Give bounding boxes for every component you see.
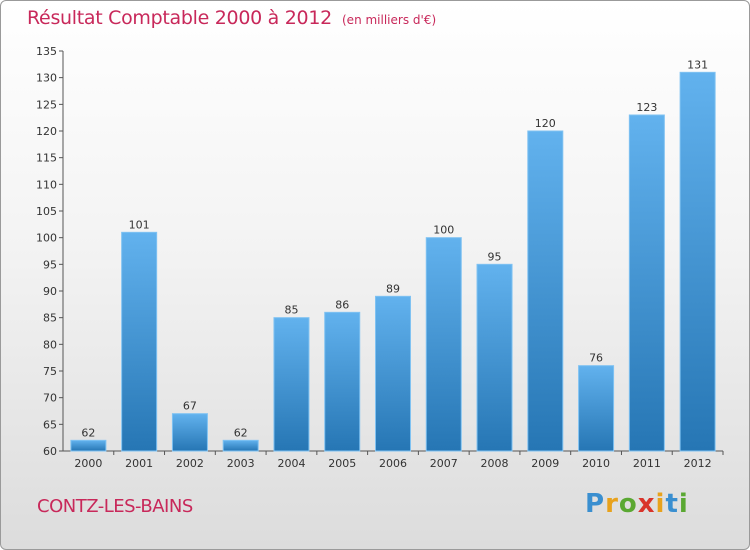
y-tick-label: 130 bbox=[36, 72, 57, 85]
data-label-2012: 131 bbox=[687, 58, 708, 71]
y-tick-label: 80 bbox=[43, 338, 57, 351]
data-label-2002: 67 bbox=[183, 400, 197, 413]
x-tick-label: 2011 bbox=[633, 457, 661, 470]
chart-subtitle: (en milliers d'€) bbox=[342, 13, 437, 27]
bar-2005 bbox=[324, 311, 361, 452]
y-tick-label: 125 bbox=[36, 98, 57, 111]
data-label-2010: 76 bbox=[589, 352, 603, 365]
data-label-2009: 120 bbox=[535, 117, 556, 130]
proxiti-logo[interactable]: Proxiti bbox=[585, 489, 689, 519]
bar-2007 bbox=[425, 237, 462, 452]
y-tick-label: 105 bbox=[36, 205, 57, 218]
x-tick-label: 2006 bbox=[379, 457, 407, 470]
y-tick-label: 110 bbox=[36, 178, 57, 191]
x-tick-label: 2009 bbox=[531, 457, 559, 470]
y-tick-label: 120 bbox=[36, 125, 57, 138]
logo-letter: r bbox=[605, 489, 619, 519]
data-label-2004: 85 bbox=[284, 304, 298, 317]
y-tick-label: 70 bbox=[43, 392, 57, 405]
y-axis: 60 65 70 75 80 85 90 95 100 105 110 115 120 125 130 135 bbox=[36, 45, 64, 458]
data-label-2001: 101 bbox=[129, 218, 150, 231]
x-tick-label: 2012 bbox=[684, 457, 712, 470]
bar-2006 bbox=[375, 295, 411, 452]
logo-letter: P bbox=[585, 489, 606, 519]
data-label-2003: 62 bbox=[234, 426, 248, 439]
y-tick-label: 90 bbox=[43, 285, 57, 298]
bar-2001 bbox=[121, 231, 158, 452]
place-name: CONTZ-LES-BAINS bbox=[37, 496, 193, 517]
x-tick-label: 2001 bbox=[125, 457, 153, 470]
bars-group bbox=[70, 71, 716, 452]
x-tick-label: 2010 bbox=[582, 457, 610, 470]
x-tick-label: 2002 bbox=[176, 457, 204, 470]
x-tick-label: 2004 bbox=[277, 457, 305, 470]
logo-letter: t bbox=[665, 489, 679, 519]
x-tick-label: 2003 bbox=[227, 457, 255, 470]
bar-2010 bbox=[578, 365, 615, 452]
bar-2009 bbox=[527, 130, 564, 452]
y-tick-label: 95 bbox=[43, 258, 57, 271]
data-label-2007: 100 bbox=[433, 224, 454, 237]
y-tick-label: 85 bbox=[43, 312, 57, 325]
logo-letter: o bbox=[618, 489, 638, 519]
data-label-2005: 86 bbox=[335, 298, 349, 311]
bar-2008 bbox=[476, 263, 513, 452]
x-tick-label: 2000 bbox=[74, 457, 102, 470]
y-tick-label: 135 bbox=[36, 45, 57, 58]
chart-title: Résultat Comptable 2000 à 2012 bbox=[27, 7, 332, 29]
y-tick-label: 65 bbox=[43, 418, 57, 431]
x-tick-label: 2007 bbox=[430, 457, 458, 470]
logo-letter: i bbox=[655, 489, 666, 519]
data-label-2008: 95 bbox=[488, 250, 502, 263]
x-tick-label: 2005 bbox=[328, 457, 356, 470]
y-tick-label: 75 bbox=[43, 365, 57, 378]
logo-letter: x bbox=[637, 489, 656, 519]
data-label-2011: 123 bbox=[636, 101, 657, 114]
bar-2002 bbox=[171, 413, 208, 452]
data-labels-group: 62 101 67 62 85 86 89 100 95 120 76 123 131 bbox=[81, 58, 708, 439]
bar-2004 bbox=[273, 317, 310, 452]
y-tick-label: 60 bbox=[43, 445, 57, 458]
data-label-2006: 89 bbox=[386, 282, 400, 295]
bar-2011 bbox=[628, 114, 665, 452]
x-axis: 2000 2001 2002 2003 2004 2005 2006 2007 2008 2009… bbox=[63, 450, 724, 470]
y-tick-label: 100 bbox=[36, 232, 57, 245]
bar-2000 bbox=[70, 439, 107, 452]
logo-letter: i bbox=[678, 489, 689, 519]
data-label-2000: 62 bbox=[81, 426, 95, 439]
bar-2012 bbox=[679, 71, 716, 452]
x-tick-label: 2008 bbox=[481, 457, 509, 470]
bar-2003 bbox=[222, 439, 259, 452]
y-tick-label: 115 bbox=[36, 152, 57, 165]
